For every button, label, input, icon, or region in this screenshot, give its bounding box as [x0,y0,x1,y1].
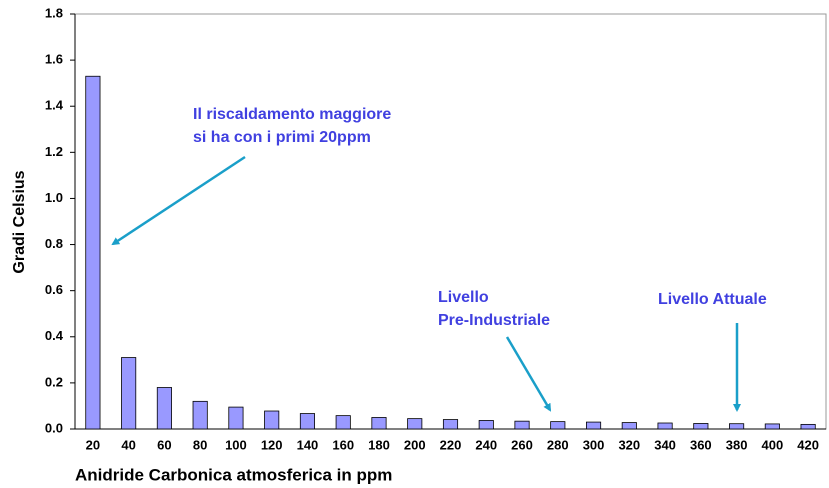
y-tick-label: 1.2 [45,144,63,159]
annotation: Livello [438,289,489,306]
y-axis-label: Gradi Celsius [11,170,28,273]
annotation: si ha con i primi 20ppm [193,129,371,146]
bar [371,417,387,430]
x-tick-label: 100 [225,437,247,452]
bar [514,420,530,430]
x-tick-label: 300 [583,437,605,452]
x-tick-label: 180 [368,437,390,452]
x-tick-label: 360 [690,437,712,452]
bar [121,357,137,430]
x-tick-label: 400 [762,437,784,452]
x-tick-label: 140 [297,437,319,452]
bar [335,415,351,430]
bar [228,406,244,430]
bar [800,423,816,430]
x-tick-label: 240 [475,437,497,452]
annotation-arrow [111,155,246,246]
x-tick-label: 20 [86,437,100,452]
x-tick-label: 420 [797,437,819,452]
x-tick-label: 320 [618,437,640,452]
x-tick-label: 160 [332,437,354,452]
bar [299,413,316,430]
x-tick-label: 260 [511,437,533,452]
y-tick-label: 0.0 [45,420,63,435]
x-tick-label: 200 [404,437,426,452]
annotation: Il riscaldamento maggiore [193,106,391,123]
y-tick-label: 1.6 [45,52,63,67]
bar [585,421,602,430]
x-tick-label: 280 [547,437,569,452]
y-tick-label: 0.6 [45,282,63,297]
annotation: Pre-Industriale [438,312,550,329]
bar [85,75,101,430]
annotation-arrow [505,336,552,412]
x-tick-label: 220 [440,437,462,452]
bar [264,410,280,430]
y-tick-label: 0.4 [45,328,64,343]
bar [156,387,172,430]
bar [407,418,423,430]
y-tick-label: 0.8 [45,236,63,251]
plot-frame [74,13,827,430]
bar [764,423,780,430]
bar [550,421,566,430]
bar [442,419,459,430]
bar [621,422,637,430]
y-tick-label: 1.0 [45,190,63,205]
x-tick-label: 80 [193,437,207,452]
x-axis-label: Anidride Carbonica atmosferica in ppm [75,465,392,484]
y-tick-label: 0.2 [45,374,63,389]
x-tick-label: 120 [261,437,283,452]
bar [693,423,709,430]
x-tick-label: 60 [157,437,171,452]
x-tick-label: 340 [654,437,676,452]
bar [729,423,745,430]
y-tick-label: 1.8 [45,5,63,20]
y-tick-label: 1.4 [45,98,64,113]
annotation: Livello Attuale [658,291,767,308]
bar [192,400,208,430]
x-tick-label: 40 [121,437,135,452]
bar [657,422,673,430]
x-tick-label: 380 [726,437,748,452]
bar [478,420,494,430]
